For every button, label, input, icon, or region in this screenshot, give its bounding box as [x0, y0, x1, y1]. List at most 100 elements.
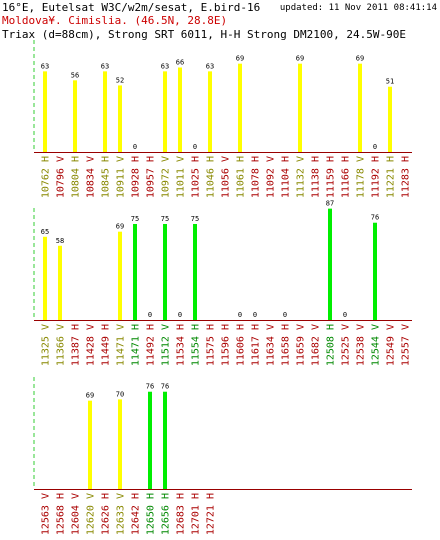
tick-label-11428-V: 11428 V: [86, 324, 97, 366]
tick-label-10928-H: 10928 H: [131, 156, 142, 198]
tick-label-11634-V: 11634 V: [266, 324, 277, 366]
tick-label-10834-V: 10834 V: [86, 156, 97, 198]
bar-11046-H: [208, 71, 212, 152]
value-label: 0: [253, 311, 257, 319]
tick-label-11138-H: 11138 H: [311, 156, 322, 198]
tick-label-12683-H: 12683 H: [176, 493, 187, 535]
bar-10845-H: [103, 71, 107, 152]
bar-11061-H: [238, 63, 242, 152]
tick-label-11471-V: 11471 V: [116, 324, 127, 366]
chart-panel-1: 63 10762 H 10796 V 56 10804 H 10834 V 63 10845 …: [33, 40, 412, 198]
bar-11221-H: [388, 86, 392, 152]
tick-label-10972-V: 10972 V: [161, 156, 172, 198]
bar-11366-V: [58, 245, 62, 320]
tick-label-11192-H: 11192 H: [371, 156, 382, 198]
bar-11132-V: [298, 63, 302, 152]
value-label: 0: [148, 311, 152, 319]
tick-label-12508-H: 12508 H: [326, 324, 337, 366]
value-label: 65: [41, 228, 49, 236]
value-label: 69: [236, 55, 244, 63]
value-label: 69: [296, 55, 304, 63]
tick-label-11283-H: 11283 H: [401, 156, 412, 198]
tick-label-12525-V: 12525 V: [341, 324, 352, 366]
tick-label-11658-H: 11658 H: [281, 324, 292, 366]
value-label: 63: [101, 62, 109, 70]
tick-label-12563-V: 12563 V: [41, 493, 52, 535]
tick-label-11078-H: 11078 H: [251, 156, 262, 198]
tick-label-11104-H: 11104 H: [281, 156, 292, 198]
value-label: 0: [283, 311, 287, 319]
tick-label-11061-H: 11061 H: [236, 156, 247, 198]
chart-title: 16°E, Eutelsat W3C/w2m/sesat, E.bird-16: [2, 1, 261, 14]
tick-label-11512-V: 11512 V: [161, 324, 172, 366]
tick-label-12544-V: 12544 V: [371, 324, 382, 366]
bar-11471-H: [133, 224, 137, 320]
value-label: 70: [116, 390, 124, 398]
tick-label-11025-H: 11025 H: [191, 156, 202, 198]
value-label: 76: [146, 383, 154, 391]
value-label: 69: [356, 55, 364, 63]
tick-label-11492-H: 11492 H: [146, 324, 157, 366]
tick-label-11596-H: 11596 H: [221, 324, 232, 366]
bar-12650-H: [148, 391, 152, 489]
bar-12620-V: [88, 400, 92, 489]
value-label: 52: [116, 76, 124, 84]
value-label: 0: [193, 143, 197, 151]
bar-10804-H: [73, 80, 77, 152]
tick-label-11471-H: 11471 H: [131, 324, 142, 366]
tick-label-10796-V: 10796 V: [56, 156, 67, 198]
tick-label-11617-H: 11617 H: [251, 324, 262, 366]
chart-panel-3: 12563 V 12568 H 12604 V 69 12620 V 12626 H 70 1…: [33, 377, 412, 535]
value-label: 0: [133, 143, 137, 151]
tick-label-12642-H: 12642 H: [131, 493, 142, 535]
value-label: 0: [343, 311, 347, 319]
tick-label-11325-V: 11325 V: [41, 324, 52, 366]
value-label: 75: [191, 215, 199, 223]
tick-label-11132-V: 11132 V: [296, 156, 307, 198]
tick-label-12557-V: 12557 V: [401, 324, 412, 366]
bar-11554-H: [193, 224, 197, 320]
tick-label-11606-H: 11606 H: [236, 324, 247, 366]
bar-12656-H: [163, 391, 167, 489]
tick-label-11159-H: 11159 H: [326, 156, 337, 198]
value-label: 69: [86, 392, 94, 400]
tick-label-11534-H: 11534 H: [176, 324, 187, 366]
tick-label-10845-H: 10845 H: [101, 156, 112, 198]
tick-label-11554-H: 11554 H: [191, 324, 202, 366]
tick-label-10762-H: 10762 H: [41, 156, 52, 198]
bar-11178-V: [358, 63, 362, 152]
value-label: 75: [131, 215, 139, 223]
updated-timestamp: updated: 11 Nov 2011 08:41:14: [279, 3, 437, 13]
value-label: 58: [56, 237, 64, 245]
tick-label-12656-H: 12656 H: [161, 493, 172, 535]
tick-label-12721-H: 12721 H: [206, 493, 217, 535]
tick-label-11166-H: 11166 H: [341, 156, 352, 198]
value-label: 0: [178, 311, 182, 319]
value-label: 63: [41, 62, 49, 70]
tick-label-12626-H: 12626 H: [101, 493, 112, 535]
value-label: 51: [386, 78, 394, 86]
value-label: 0: [373, 143, 377, 151]
tick-label-11387-H: 11387 H: [71, 324, 82, 366]
tick-label-10957-H: 10957 H: [146, 156, 157, 198]
bar-12633-V: [118, 399, 122, 489]
value-label: 69: [116, 223, 124, 231]
tick-label-11366-V: 11366 V: [56, 324, 67, 366]
tick-label-12568-H: 12568 H: [56, 493, 67, 535]
value-label: 87: [326, 200, 334, 208]
tick-label-11449-H: 11449 H: [101, 324, 112, 366]
tick-label-12549-V: 12549 V: [386, 324, 397, 366]
chart-panel-2: 65 11325 V 58 11366 V 11387 H 11428 V 11449 H 6…: [33, 200, 412, 366]
bar-11325-V: [43, 236, 47, 320]
tick-label-11221-H: 11221 H: [386, 156, 397, 198]
tick-label-11046-H: 11046 H: [206, 156, 217, 198]
value-label: 75: [161, 215, 169, 223]
tick-label-12650-H: 12650 H: [146, 493, 157, 535]
tick-label-11682-V: 11682 V: [311, 324, 322, 366]
tick-label-12604-V: 12604 V: [71, 493, 82, 535]
tick-label-12701-H: 12701 H: [191, 493, 202, 535]
tick-label-11011-V: 11011 V: [176, 156, 187, 198]
tick-label-11178-V: 11178 V: [356, 156, 367, 198]
tick-label-12633-V: 12633 V: [116, 493, 127, 535]
